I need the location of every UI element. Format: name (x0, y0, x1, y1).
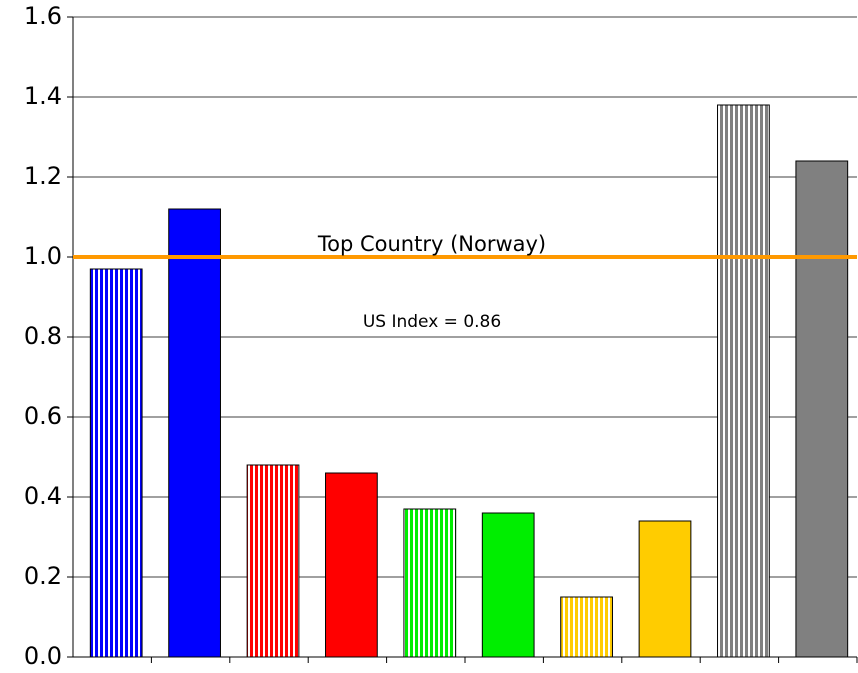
y-tick-label: 0.4 (24, 482, 62, 510)
bar (717, 104, 770, 658)
bar (89, 268, 143, 658)
y-tick-label: 1.0 (24, 242, 62, 270)
y-tick-label: 1.6 (24, 2, 62, 30)
y-tick-label: 0.6 (24, 402, 62, 430)
bar (638, 520, 692, 658)
annotation: US Index = 0.86 (363, 312, 501, 332)
bar (795, 160, 849, 658)
y-tick-label: 0.2 (24, 562, 62, 590)
y-tick-label: 1.2 (24, 162, 62, 190)
y-tick-label: 1.4 (24, 82, 62, 110)
y-tick-label: 0.8 (24, 322, 62, 350)
bar (246, 464, 300, 658)
bar (168, 208, 221, 658)
reference-label: Top Country (Norway) (317, 232, 546, 256)
bar (481, 512, 535, 658)
bar (403, 508, 457, 658)
y-tick-label: 0.0 (24, 642, 62, 670)
bar (325, 472, 378, 658)
bar (560, 596, 613, 658)
